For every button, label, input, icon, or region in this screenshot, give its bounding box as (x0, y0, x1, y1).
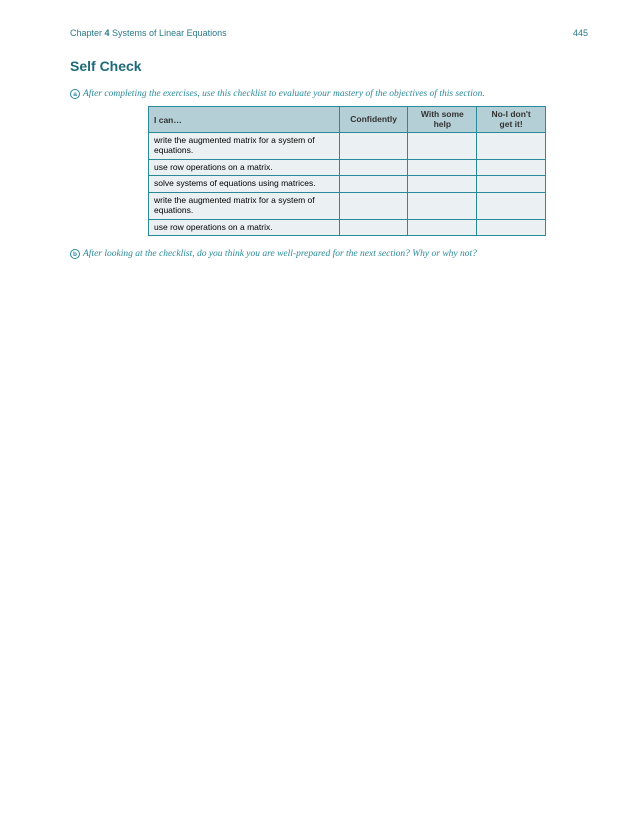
table-row: solve systems of equations using matrice… (149, 176, 546, 193)
col-header-no-l2: get it! (500, 119, 523, 129)
check-cell (408, 176, 477, 193)
check-cell (477, 193, 546, 220)
check-cell (408, 219, 477, 236)
check-cell (477, 219, 546, 236)
section-title: Self Check (70, 58, 588, 74)
skill-cell: use row operations on a matrix. (149, 219, 340, 236)
skill-cell: solve systems of equations using matrice… (149, 176, 340, 193)
table-header-row: I can… Confidently With some help No-I d… (149, 107, 546, 133)
check-cell (477, 159, 546, 176)
col-header-some-help-l2: help (434, 119, 451, 129)
checklist-table-wrapper: I can… Confidently With some help No-I d… (148, 106, 546, 236)
skill-cell: write the augmented matrix for a system … (149, 193, 340, 220)
check-cell (408, 193, 477, 220)
prompt-a-row: a After completing the exercises, use th… (70, 88, 588, 100)
table-row: write the augmented matrix for a system … (149, 133, 546, 160)
col-header-confidently: Confidently (339, 107, 408, 133)
skill-cell: write the augmented matrix for a system … (149, 133, 340, 160)
skill-cell: use row operations on a matrix. (149, 159, 340, 176)
check-cell (477, 133, 546, 160)
chapter-title: Systems of Linear Equations (110, 28, 227, 38)
page-header: Chapter 4 Systems of Linear Equations 44… (70, 28, 588, 38)
checklist-table: I can… Confidently With some help No-I d… (148, 106, 546, 236)
table-row: use row operations on a matrix. (149, 159, 546, 176)
check-cell (477, 176, 546, 193)
circled-a-icon: a (70, 89, 80, 99)
prompt-b-row: b After looking at the checklist, do you… (70, 248, 588, 260)
table-row: write the augmented matrix for a system … (149, 193, 546, 220)
check-cell (339, 219, 408, 236)
col-header-skill: I can… (149, 107, 340, 133)
circled-b-icon: b (70, 249, 80, 259)
check-cell (339, 133, 408, 160)
prompt-b-text: After looking at the checklist, do you t… (83, 248, 477, 260)
chapter-prefix: Chapter (70, 28, 105, 38)
prompt-a-text: After completing the exercises, use this… (83, 88, 485, 100)
page-content: Chapter 4 Systems of Linear Equations 44… (0, 0, 630, 261)
check-cell (339, 193, 408, 220)
col-header-no: No-I don't get it! (477, 107, 546, 133)
check-cell (408, 133, 477, 160)
col-header-some-help: With some help (408, 107, 477, 133)
table-row: use row operations on a matrix. (149, 219, 546, 236)
chapter-label: Chapter 4 Systems of Linear Equations (70, 28, 227, 38)
check-cell (339, 159, 408, 176)
check-cell (408, 159, 477, 176)
check-cell (339, 176, 408, 193)
page-number: 445 (573, 28, 588, 38)
